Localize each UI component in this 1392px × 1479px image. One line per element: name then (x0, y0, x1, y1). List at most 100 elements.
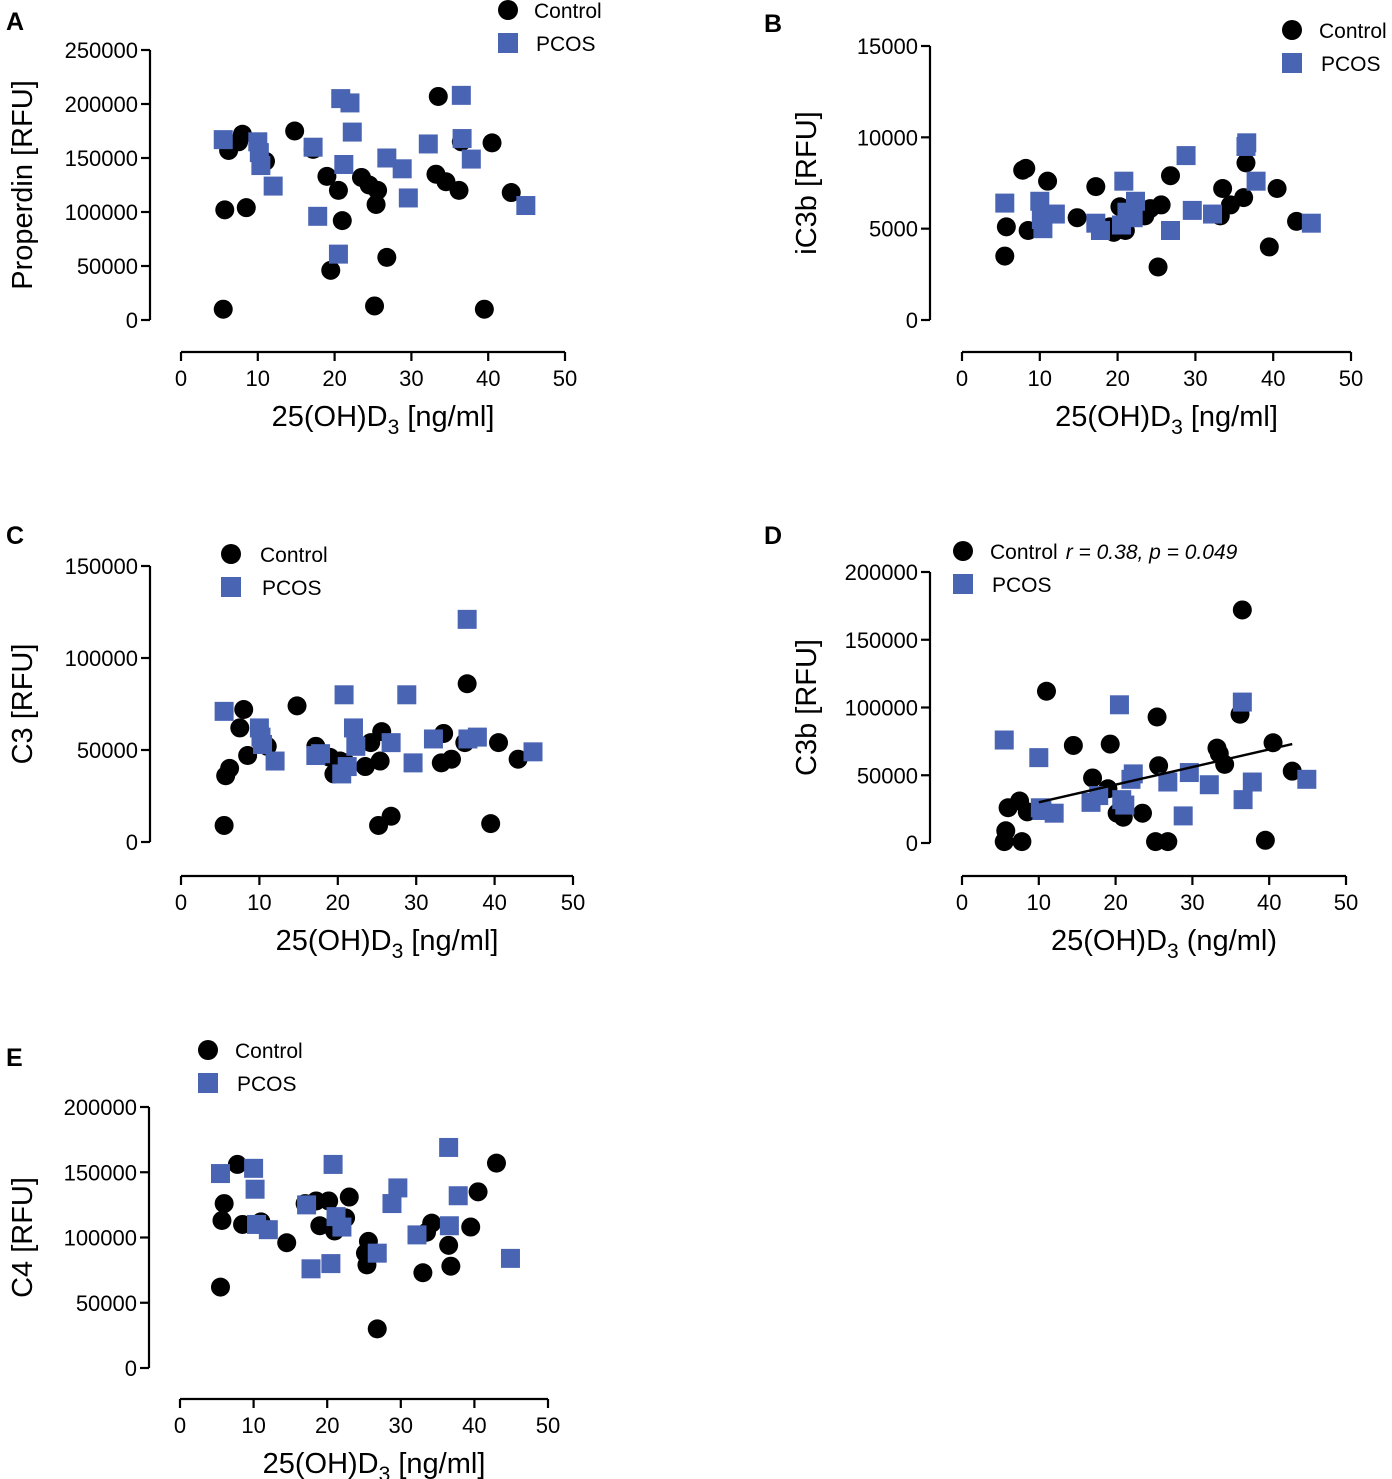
series-pcos (995, 133, 1321, 240)
data-point-control (1149, 756, 1169, 776)
data-point-pcos (245, 1179, 265, 1199)
x-tick-label: 40 (1257, 890, 1281, 915)
legend-control-text: Control (1319, 20, 1387, 43)
data-point-control (1016, 158, 1036, 178)
legend-control-label: Control (534, 0, 602, 23)
x-tick-label: 30 (404, 890, 428, 915)
data-point-control (377, 247, 397, 267)
data-point-control (1132, 803, 1152, 823)
y-tick-label: 50000 (77, 738, 138, 763)
data-point-control (482, 133, 502, 153)
y-tick-label: 250000 (65, 38, 138, 63)
legend: Control PCOS (198, 1040, 303, 1096)
panel-e: E 0 50000 100000 150000 200000 0 10 20 30 40 50 25(O… (6, 1040, 560, 1479)
data-point-control (234, 700, 254, 720)
data-point-control (1036, 681, 1056, 701)
legend-control-text: Control (235, 1040, 303, 1063)
data-point-control (1151, 195, 1171, 215)
data-point-control (381, 806, 401, 826)
x-tick-label: 30 (1183, 366, 1207, 391)
legend-control-text: Control (260, 544, 328, 567)
panel-letter: A (6, 8, 24, 36)
data-point-control (332, 211, 352, 231)
data-point-pcos (467, 727, 487, 747)
data-point-pcos (423, 729, 443, 749)
data-point-pcos (1044, 803, 1064, 823)
data-point-control (317, 166, 337, 186)
data-point-control (321, 260, 341, 280)
data-point-pcos (1115, 795, 1135, 815)
y-tick-label: 100000 (65, 646, 138, 671)
data-point-control (213, 299, 233, 319)
data-point-control (1086, 177, 1106, 197)
data-point-pcos (1114, 171, 1134, 191)
data-point-control (474, 299, 494, 319)
x-tick-label: 50 (561, 890, 585, 915)
legend: Control PCOS (498, 0, 602, 56)
data-point-pcos (1161, 220, 1181, 240)
data-point-control (1236, 153, 1256, 173)
data-point-pcos (213, 130, 233, 150)
x-tick-label: 0 (956, 890, 968, 915)
data-point-pcos (253, 734, 273, 754)
x-axis-title-main: 25(OH)D (276, 925, 392, 957)
y-tick-label: 50000 (77, 254, 138, 279)
x-tick-label: 30 (399, 366, 423, 391)
legend-control-marker (498, 0, 518, 20)
x-tick-label: 50 (1334, 890, 1358, 915)
data-point-pcos (1233, 790, 1253, 810)
x-axis-title-subscript: 3 (392, 940, 404, 963)
legend-control-marker (198, 1040, 218, 1060)
data-point-pcos (1158, 772, 1178, 792)
x-tick-label: 20 (1105, 366, 1129, 391)
data-point-control (1158, 832, 1178, 852)
data-point-control (287, 696, 307, 716)
data-point-control (212, 1211, 232, 1231)
data-point-pcos (1173, 806, 1193, 826)
data-point-pcos (303, 137, 323, 157)
data-point-pcos (418, 134, 438, 154)
x-axis-title-main: 25(OH)D (1055, 401, 1171, 433)
y-tick-label: 200000 (64, 1095, 137, 1120)
data-point-pcos (311, 744, 331, 764)
x-tick-label: 0 (175, 890, 187, 915)
data-point-control (468, 1182, 488, 1202)
legend: Control PCOS (1282, 20, 1387, 76)
data-point-pcos (1182, 200, 1202, 220)
x-tick-label: 20 (326, 890, 350, 915)
data-point-pcos (1232, 692, 1252, 712)
legend-control-label: Control (260, 544, 328, 567)
data-point-pcos (1029, 748, 1049, 768)
data-point-pcos (297, 1195, 317, 1215)
series-control (994, 600, 1302, 852)
data-point-pcos (334, 685, 354, 705)
panel-letter: B (764, 10, 782, 38)
panel-b: B 0 5000 10000 15000 0 10 20 30 40 50 25(OH)D3 [ng/… (764, 10, 1387, 439)
x-axis-title-unit: [ng/ml] (403, 925, 498, 957)
data-point-control (367, 1319, 387, 1339)
y-tick-label: 100000 (845, 696, 918, 721)
x-axis-title-subscript: 3 (1171, 416, 1183, 439)
legend-pcos-marker (953, 574, 973, 594)
data-point-pcos (1237, 133, 1257, 153)
series-pcos (213, 85, 536, 264)
legend-control-marker (1282, 20, 1302, 40)
data-point-control (214, 815, 234, 835)
data-point-control (368, 180, 388, 200)
data-point-pcos (1125, 191, 1145, 211)
legend-pcos-label: PCOS (536, 33, 596, 56)
data-point-control (1147, 707, 1167, 727)
data-point-control (413, 1263, 433, 1283)
data-point-control (1063, 735, 1083, 755)
data-point-pcos (1123, 208, 1143, 228)
y-tick-label: 10000 (857, 125, 918, 150)
data-point-pcos (210, 1164, 230, 1184)
x-tick-label: 10 (247, 890, 271, 915)
data-point-control (232, 124, 252, 144)
x-axis-title: 25(OH)D3 (ng/ml) (1051, 925, 1277, 963)
data-point-control (339, 1187, 359, 1207)
x-axis-title: 25(OH)D3 [ng/ml] (1055, 401, 1278, 439)
y-tick-label: 50000 (857, 763, 918, 788)
x-tick-label: 20 (1103, 890, 1127, 915)
data-point-pcos (403, 753, 423, 773)
